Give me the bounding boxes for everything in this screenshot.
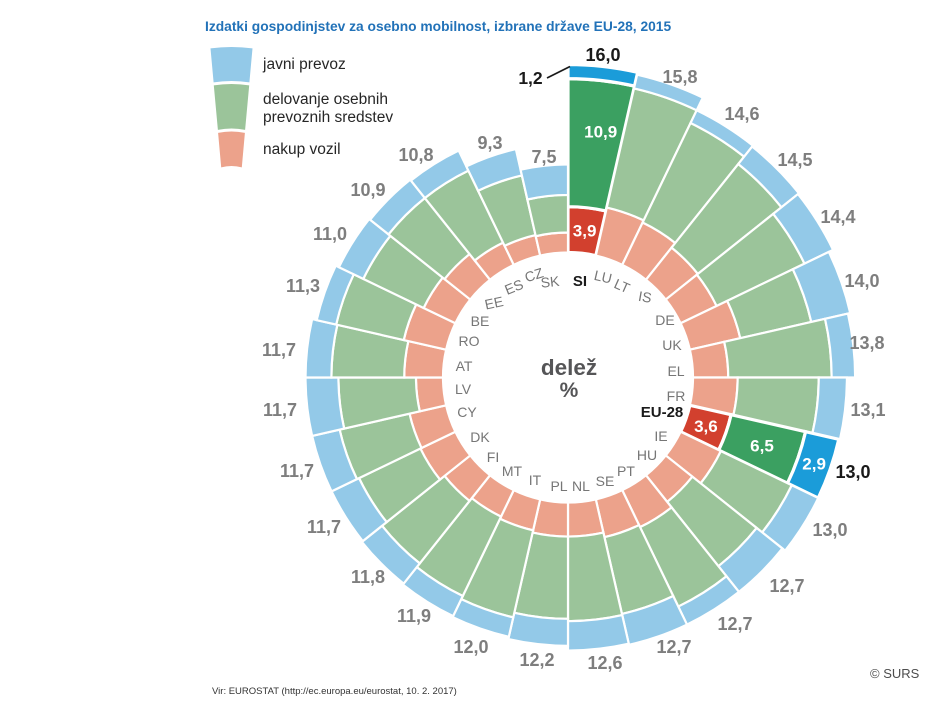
svg-text:15,8: 15,8: [662, 67, 697, 87]
svg-text:11,3: 11,3: [286, 276, 320, 296]
svg-text:DE: DE: [655, 312, 674, 328]
svg-text:BE: BE: [471, 313, 490, 329]
svg-text:13,0: 13,0: [835, 462, 870, 482]
svg-text:13,0: 13,0: [812, 520, 847, 540]
svg-text:IT: IT: [529, 472, 542, 488]
svg-text:RO: RO: [459, 333, 480, 349]
svg-text:1,2: 1,2: [518, 68, 543, 88]
svg-text:14,5: 14,5: [777, 150, 812, 170]
svg-text:10,9: 10,9: [350, 180, 385, 200]
svg-text:IS: IS: [637, 288, 653, 306]
svg-text:14,6: 14,6: [724, 104, 759, 124]
svg-text:11,9: 11,9: [397, 606, 431, 626]
svg-text:CY: CY: [457, 404, 477, 420]
svg-text:11,8: 11,8: [351, 567, 385, 587]
svg-text:11,7: 11,7: [307, 517, 341, 537]
svg-text:PT: PT: [617, 463, 635, 479]
svg-text:16,0: 16,0: [585, 45, 620, 65]
svg-text:EE: EE: [483, 293, 505, 313]
svg-text:13,8: 13,8: [849, 333, 884, 353]
svg-text:LT: LT: [612, 275, 633, 296]
svg-text:9,3: 9,3: [477, 133, 502, 153]
svg-text:LV: LV: [455, 381, 472, 397]
svg-text:3,9: 3,9: [573, 222, 597, 241]
svg-text:11,0: 11,0: [313, 224, 347, 244]
svg-text:NL: NL: [572, 478, 590, 494]
svg-text:14,0: 14,0: [844, 271, 879, 291]
svg-text:LU: LU: [593, 267, 614, 287]
svg-text:DK: DK: [470, 429, 490, 445]
svg-text:HU: HU: [637, 447, 657, 463]
svg-text:12,7: 12,7: [656, 637, 691, 657]
svg-text:Izdatki gospodinjstev za osebn: Izdatki gospodinjstev za osebno mobilnos…: [205, 19, 671, 34]
svg-text:AT: AT: [456, 358, 473, 374]
svg-text:Vir: EUROSTAT (http://ec.europ: Vir: EUROSTAT (http://ec.europa.eu/euros…: [212, 686, 457, 697]
svg-text:12,7: 12,7: [717, 614, 752, 634]
svg-text:prevoznih sredstev: prevoznih sredstev: [263, 109, 393, 126]
svg-text:© SURS: © SURS: [870, 666, 920, 681]
svg-text:14,4: 14,4: [820, 207, 855, 227]
svg-text:MT: MT: [502, 463, 523, 479]
svg-text:3,6: 3,6: [694, 417, 718, 436]
svg-text:delovanje osebnih: delovanje osebnih: [263, 91, 388, 108]
svg-text:12,6: 12,6: [587, 653, 622, 673]
svg-text:10,8: 10,8: [398, 145, 433, 165]
svg-text:2,9: 2,9: [802, 455, 826, 474]
svg-text:UK: UK: [662, 337, 682, 353]
svg-text:7,5: 7,5: [531, 147, 556, 167]
svg-text:SK: SK: [540, 273, 561, 291]
svg-text:%: %: [560, 379, 579, 402]
svg-text:FI: FI: [487, 449, 499, 465]
svg-text:13,1: 13,1: [850, 400, 885, 420]
svg-text:11,7: 11,7: [280, 461, 314, 481]
svg-text:12,2: 12,2: [519, 650, 554, 670]
svg-text:FR: FR: [667, 388, 686, 404]
svg-text:11,7: 11,7: [262, 340, 296, 360]
svg-text:10,9: 10,9: [584, 123, 617, 142]
svg-text:javni prevoz: javni prevoz: [262, 56, 346, 73]
svg-text:nakup vozil: nakup vozil: [263, 141, 341, 158]
svg-text:SI: SI: [573, 273, 587, 290]
svg-text:delež: delež: [541, 355, 597, 380]
svg-text:11,7: 11,7: [263, 400, 297, 420]
svg-text:12,0: 12,0: [453, 637, 488, 657]
svg-text:EL: EL: [667, 363, 684, 379]
svg-text:12,7: 12,7: [769, 576, 804, 596]
svg-text:PL: PL: [550, 478, 567, 494]
svg-text:6,5: 6,5: [750, 436, 774, 455]
svg-text:CZ: CZ: [523, 264, 546, 285]
svg-text:ES: ES: [502, 276, 525, 298]
svg-text:IE: IE: [654, 428, 667, 444]
svg-text:SE: SE: [596, 473, 615, 489]
svg-text:EU-28: EU-28: [641, 404, 684, 421]
